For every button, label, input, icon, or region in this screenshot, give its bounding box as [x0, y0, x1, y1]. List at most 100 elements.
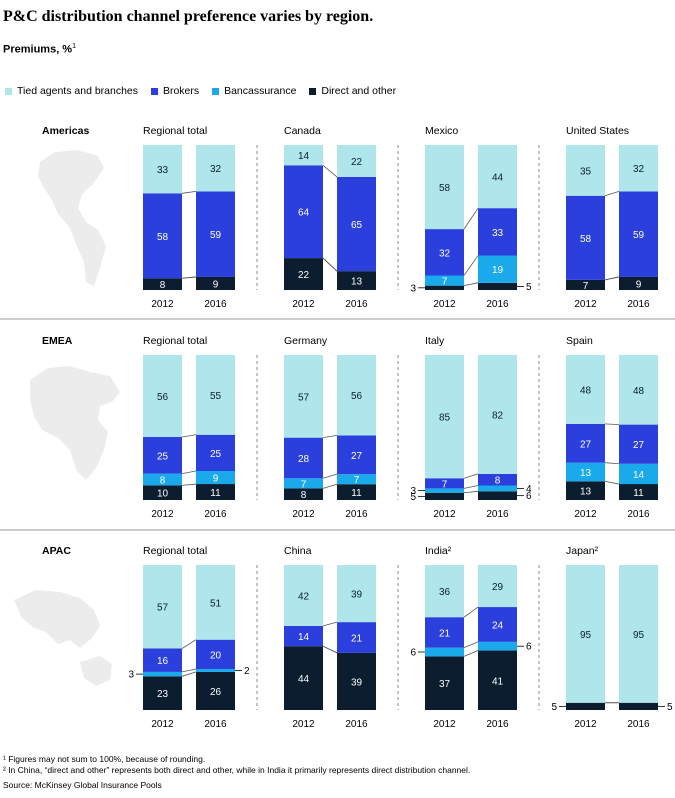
value-label-emea-germany-2016-direct: 11: [351, 488, 362, 499]
value-label-apac-china-2012-tied: 42: [298, 591, 310, 602]
value-label-emea-italy-2012-banc: 3: [410, 486, 416, 497]
bar-americas-mexico-2012-banc: [425, 275, 464, 286]
panel-title-americas-united-states: United States: [566, 125, 629, 137]
value-label-emea-germany-2012-brokers: 28: [298, 454, 310, 465]
value-label-apac-india-2012-direct: 37: [439, 679, 451, 690]
panel-title-americas-canada: Canada: [284, 125, 321, 137]
value-label-americas-canada-2012-direct: 22: [298, 270, 310, 281]
region-map-americas: [38, 150, 106, 286]
connector-apac-regional-total-banc: [181, 671, 197, 677]
legend-label-direct-and-other: Direct and other: [321, 85, 397, 98]
connector-apac-china-tied: [322, 621, 338, 627]
footnotes: ¹ Figures may not sum to 100%, because o…: [3, 754, 470, 791]
connector-emea-germany-tied: [322, 435, 338, 439]
bar-emea-italy-2016-brokers: [478, 473, 517, 486]
bar-americas-regional-total-2016-tied: [196, 145, 235, 192]
value-label-emea-germany-2016-banc: 7: [354, 475, 360, 486]
bar-emea-germany-2016-banc: [337, 474, 376, 485]
tick-label-apac-japan-2016: 2016: [627, 719, 650, 730]
panel-title-emea-italy: Italy: [425, 335, 445, 347]
panel-title-emea-germany: Germany: [284, 335, 328, 347]
value-label-apac-japan-2016-tied: 95: [633, 630, 645, 641]
value-label-apac-regional-total-2016-direct: 26: [210, 687, 222, 698]
value-label-americas-canada-2012-brokers: 64: [298, 208, 310, 219]
bar-emea-regional-total-2012-direct: [143, 485, 182, 500]
bar-emea-germany-2016-direct: [337, 484, 376, 500]
bar-americas-canada-2012-brokers: [284, 165, 323, 259]
bar-emea-italy-2012-brokers: [425, 478, 464, 489]
legend-label-tied-agents: Tied agents and branches: [17, 85, 139, 98]
connector-emea-germany-banc: [322, 483, 338, 489]
bar-apac-regional-total-2016-tied: [196, 565, 235, 640]
bar-emea-italy-2016-direct: [478, 491, 517, 500]
connector-emea-spain-banc: [604, 480, 620, 485]
tick-label-emea-spain-2012: 2012: [574, 509, 597, 520]
value-label-emea-regional-total-2016-banc: 9: [213, 474, 219, 485]
value-label-emea-spain-2016-tied: 48: [633, 386, 645, 397]
bar-emea-spain-2016-direct: [619, 484, 658, 500]
connector-apac-china-banc: [322, 645, 338, 654]
legend-item-bancassurance: Bancassurance: [212, 85, 296, 97]
value-label-apac-japan-2012-tied: 95: [580, 630, 592, 641]
connector-americas-united-states-banc: [604, 276, 620, 281]
connector-americas-united-states-tied: [604, 191, 620, 197]
bar-emea-germany-2012-banc: [284, 478, 323, 489]
connector-americas-mexico-banc: [463, 282, 479, 287]
bar-apac-india-2012-tied: [425, 565, 464, 618]
bar-emea-germany-2012-brokers: [284, 437, 323, 479]
tick-label-emea-regional-total-2016: 2016: [204, 509, 227, 520]
bar-emea-italy-2012-tied: [425, 355, 464, 479]
tick-label-americas-regional-total-2012: 2012: [151, 299, 174, 310]
value-label-americas-mexico-2012-tied: 58: [439, 183, 451, 194]
tick-label-emea-regional-total-2012: 2012: [151, 509, 174, 520]
tick-label-apac-regional-total-2016: 2016: [204, 719, 227, 730]
value-label-americas-mexico-2012-brokers: 32: [439, 248, 451, 259]
value-label-apac-regional-total-2012-brokers: 16: [157, 656, 169, 667]
bar-emea-spain-2016-banc: [619, 463, 658, 485]
bar-emea-regional-total-2012-brokers: [143, 437, 182, 474]
connector-emea-regional-total-brokers: [181, 470, 197, 475]
bar-americas-mexico-2012-tied: [425, 145, 464, 230]
bar-emea-germany-2016-tied: [337, 355, 376, 436]
bar-emea-spain-2012-banc: [566, 462, 605, 482]
bar-apac-regional-total-2012-direct: [143, 676, 182, 710]
value-label-apac-china-2016-brokers: 21: [351, 634, 363, 645]
value-label-emea-regional-total-2016-direct: 11: [210, 488, 221, 499]
bar-apac-japan-2016-direct: [619, 702, 658, 710]
value-label-apac-regional-total-2016-brokers: 20: [210, 650, 222, 661]
bar-americas-united-states-2016-tied: [619, 145, 658, 192]
bar-americas-canada-2012-direct: [284, 258, 323, 290]
value-label-emea-regional-total-2012-tied: 56: [157, 392, 169, 403]
tick-label-apac-china-2016: 2016: [345, 719, 368, 730]
value-label-apac-china-2016-direct: 39: [351, 677, 363, 688]
tick-label-americas-regional-total-2016: 2016: [204, 299, 227, 310]
value-label-americas-united-states-2012-direct: 7: [583, 281, 589, 292]
value-label-apac-india-2012-banc: 6: [410, 648, 416, 659]
region-map-apac: [14, 590, 112, 686]
value-label-americas-united-states-2016-tied: 32: [633, 164, 645, 175]
region-label-apac: APAC: [42, 545, 71, 557]
bar-apac-china-2016-direct: [337, 652, 376, 710]
value-label-emea-italy-2016-tied: 82: [492, 410, 504, 421]
subtitle-text: Premiums, %: [3, 43, 73, 56]
value-label-emea-italy-2016-brokers: 8: [495, 476, 501, 487]
tick-label-apac-india-2016: 2016: [486, 719, 509, 730]
bar-americas-regional-total-2012-brokers: [143, 193, 182, 279]
bar-emea-germany-2016-brokers: [337, 435, 376, 475]
bar-americas-mexico-2016-direct: [478, 282, 517, 290]
bar-apac-china-2012-tied: [284, 565, 323, 626]
bar-americas-canada-2016-direct: [337, 271, 376, 290]
connector-emea-italy-banc: [463, 490, 479, 494]
panel-title-apac-india: India²: [425, 545, 452, 557]
value-label-emea-germany-2012-tied: 57: [298, 392, 310, 403]
value-label-apac-india-2016-direct: 41: [492, 676, 504, 687]
connector-americas-canada-tied: [322, 164, 338, 178]
value-label-apac-regional-total-2016-banc: 2: [244, 666, 250, 677]
panel-title-americas-mexico: Mexico: [425, 125, 458, 137]
bar-emea-spain-2016-tied: [619, 355, 658, 425]
tick-label-emea-spain-2016: 2016: [627, 509, 650, 520]
value-label-apac-china-2016-tied: 39: [351, 590, 363, 601]
panel-title-emea-regional-total: Regional total: [143, 335, 207, 347]
bar-apac-china-2016-tied: [337, 565, 376, 623]
connector-emea-italy-tied: [463, 473, 479, 479]
